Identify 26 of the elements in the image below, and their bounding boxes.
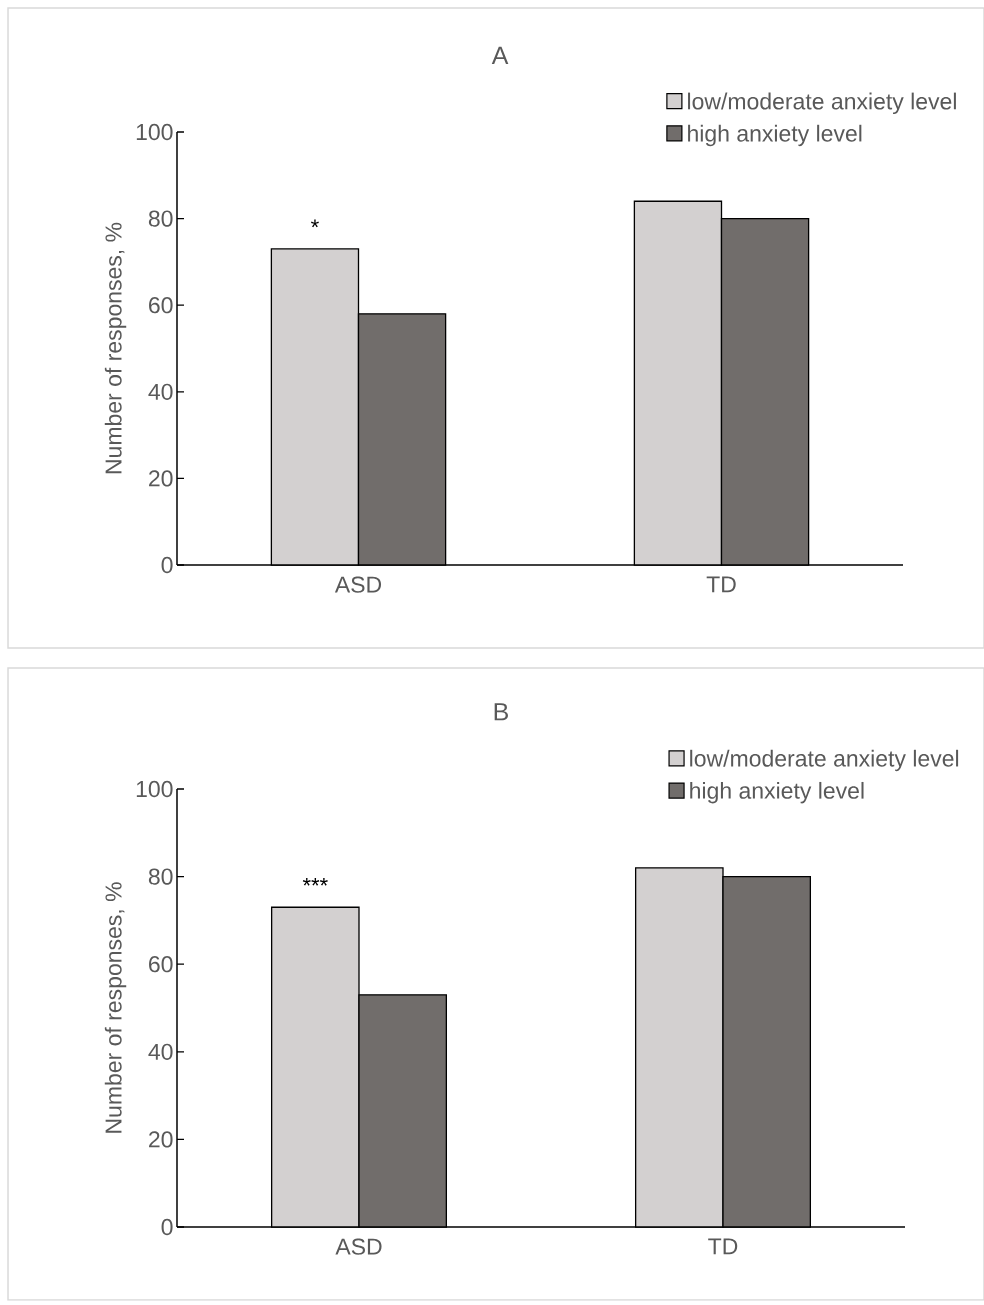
x-tick-label: TD bbox=[706, 576, 736, 593]
legend-label: low/moderate anxiety level bbox=[688, 92, 956, 115]
y-tick-label: 20 bbox=[149, 470, 173, 487]
y-axis-title: Number of responses, % bbox=[104, 222, 127, 474]
y-tick-label: 80 bbox=[148, 210, 173, 227]
y-tick-label: 60 bbox=[149, 297, 173, 314]
y-tick-label: 0 bbox=[161, 1218, 173, 1236]
y-tick-label: 40 bbox=[148, 1043, 173, 1060]
y-tick-label: 0 bbox=[161, 556, 173, 574]
y-axis-title: Number of responses, % bbox=[104, 882, 127, 1133]
legend-label: low/moderate anxiety level bbox=[690, 749, 959, 772]
chart-title: A bbox=[491, 46, 509, 64]
x-tick-label: ASD bbox=[334, 576, 382, 593]
annotation: * bbox=[311, 219, 319, 228]
x-tick-label: TD bbox=[708, 1238, 738, 1255]
annotation: *** bbox=[302, 877, 328, 886]
y-tick-label: 20 bbox=[149, 1131, 173, 1148]
legend-label: high anxiety level bbox=[690, 781, 864, 804]
legend-label: high anxiety level bbox=[688, 124, 862, 147]
y-tick-label: 80 bbox=[148, 868, 173, 885]
y-tick-label: 100 bbox=[136, 123, 173, 141]
y-tick-label: 100 bbox=[136, 780, 173, 798]
chart-title: B bbox=[494, 703, 508, 721]
x-tick-label: ASD bbox=[335, 1238, 382, 1255]
y-tick-label: 40 bbox=[148, 383, 173, 400]
y-tick-label: 60 bbox=[149, 956, 173, 973]
